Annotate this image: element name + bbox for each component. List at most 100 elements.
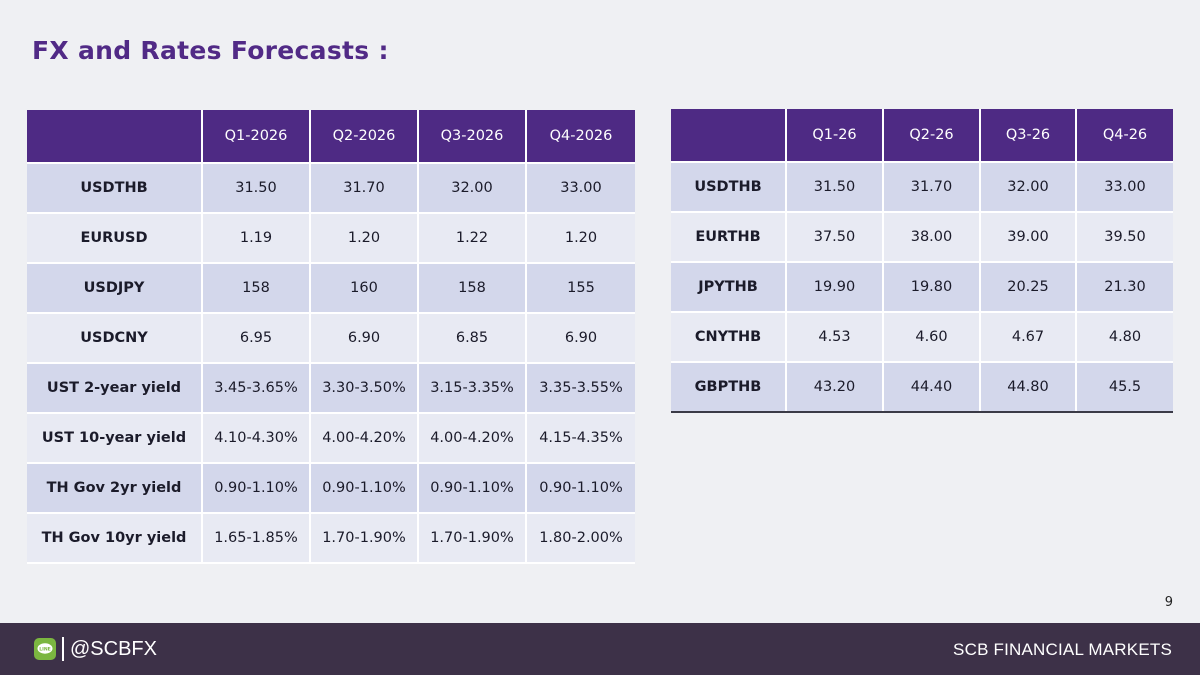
- table-cell: 4.80: [1076, 312, 1173, 363]
- column-header: Q2-26: [883, 109, 981, 163]
- table-cell: 1.19: [202, 213, 311, 264]
- table-cell: 0.90-1.10%: [526, 463, 635, 514]
- table-row: USDTHB 31.50 31.70 32.00 33.00: [27, 163, 635, 214]
- row-label: EURUSD: [27, 213, 203, 264]
- table-cell: 44.80: [980, 362, 1077, 413]
- page-number: 9: [1164, 595, 1173, 610]
- table-cell: 3.30-3.50%: [310, 362, 419, 414]
- social-handle[interactable]: LINE @SCBFX: [34, 637, 157, 661]
- table-cell: 3.45-3.65%: [202, 362, 311, 414]
- table-cell: 32.00: [980, 162, 1077, 213]
- handle-text: @SCBFX: [70, 637, 157, 660]
- column-header: Q4-26: [1076, 109, 1173, 163]
- table-cell: 45.5: [1076, 362, 1173, 413]
- row-label: UST 10-year yield: [27, 413, 203, 464]
- thb-cross-forecast-table: Q1-26 Q2-26 Q3-26 Q4-26 USDTHB 31.50 31.70 32.…: [671, 109, 1173, 413]
- table-cell: 1.20: [526, 213, 635, 264]
- table-cell: 158: [202, 263, 311, 314]
- column-header: Q4-2026: [526, 110, 635, 164]
- table-cell: 19.90: [786, 262, 884, 313]
- table-cell: 37.50: [786, 212, 884, 263]
- table-cell: 1.22: [418, 213, 527, 264]
- header-corner: [27, 110, 203, 164]
- column-header: Q1-2026: [202, 110, 311, 164]
- table-row: UST 10-year yield 4.10-4.30% 4.00-4.20% 4.0…: [27, 413, 635, 464]
- table-cell: 155: [526, 263, 635, 314]
- table-row: GBPTHB 43.20 44.40 44.80 45.5: [671, 362, 1173, 413]
- table-cell: 33.00: [1076, 162, 1173, 213]
- table-cell: 4.15-4.35%: [526, 413, 635, 464]
- table-cell: 4.00-4.20%: [310, 413, 419, 464]
- table-cell: 0.90-1.10%: [310, 463, 419, 514]
- table-cell: 4.00-4.20%: [418, 413, 527, 464]
- table-cell: 0.90-1.10%: [418, 463, 527, 514]
- table-row: TH Gov 10yr yield 1.65-1.85% 1.70-1.90% 1.7…: [27, 513, 635, 564]
- table-cell: 1.80-2.00%: [526, 513, 635, 564]
- table-cell: 31.70: [310, 163, 419, 214]
- table-cell: 39.50: [1076, 212, 1173, 263]
- table-cell: 4.10-4.30%: [202, 413, 311, 464]
- table-cell: 32.00: [418, 163, 527, 214]
- table-cell: 21.30: [1076, 262, 1173, 313]
- page-title: FX and Rates Forecasts :: [32, 36, 389, 65]
- table-row: UST 2-year yield 3.45-3.65% 3.30-3.50% 3.15…: [27, 362, 635, 414]
- column-header: Q3-26: [980, 109, 1077, 163]
- row-label: USDTHB: [27, 163, 203, 214]
- table-cell: 31.50: [786, 162, 884, 213]
- row-label: USDTHB: [671, 162, 787, 213]
- row-label: TH Gov 10yr yield: [27, 513, 203, 564]
- table-cell: 6.90: [310, 313, 419, 364]
- table-cell: 6.85: [418, 313, 527, 364]
- row-label: CNYTHB: [671, 312, 787, 363]
- table-cell: 1.65-1.85%: [202, 513, 311, 564]
- table-row: USDTHB 31.50 31.70 32.00 33.00: [671, 162, 1173, 213]
- table-row: JPYTHB 19.90 19.80 20.25 21.30: [671, 262, 1173, 313]
- divider: [62, 637, 64, 661]
- table-cell: 4.67: [980, 312, 1077, 363]
- table-cell: 33.00: [526, 163, 635, 214]
- table-cell: 1.70-1.90%: [418, 513, 527, 564]
- row-label: UST 2-year yield: [27, 362, 203, 414]
- line-icon-text: LINE: [39, 646, 51, 652]
- table-cell: 20.25: [980, 262, 1077, 313]
- table-header-row: Q1-2026 Q2-2026 Q3-2026 Q4-2026: [27, 110, 635, 164]
- table-cell: 19.80: [883, 262, 981, 313]
- table-cell: 4.60: [883, 312, 981, 363]
- table-cell: 39.00: [980, 212, 1077, 263]
- table-cell: 6.95: [202, 313, 311, 364]
- table-header-row: Q1-26 Q2-26 Q3-26 Q4-26: [671, 109, 1173, 163]
- footer-bar: LINE @SCBFX SCB FINANCIAL MARKETS: [0, 623, 1200, 675]
- row-label: USDCNY: [27, 313, 203, 364]
- table-row: USDJPY 158 160 158 155: [27, 263, 635, 314]
- column-header: Q1-26: [786, 109, 884, 163]
- table-row: EURUSD 1.19 1.20 1.22 1.20: [27, 213, 635, 264]
- table-cell: 44.40: [883, 362, 981, 413]
- table-row: EURTHB 37.50 38.00 39.00 39.50: [671, 212, 1173, 263]
- row-label: GBPTHB: [671, 362, 787, 413]
- table-cell: 31.50: [202, 163, 311, 214]
- table-cell: 160: [310, 263, 419, 314]
- table-cell: 31.70: [883, 162, 981, 213]
- table-cell: 1.70-1.90%: [310, 513, 419, 564]
- table-cell: 6.90: [526, 313, 635, 364]
- table-cell: 158: [418, 263, 527, 314]
- table-cell: 3.15-3.35%: [418, 362, 527, 414]
- row-label: JPYTHB: [671, 262, 787, 313]
- brand-name: SCB FINANCIAL MARKETS: [953, 640, 1172, 659]
- column-header: Q3-2026: [418, 110, 527, 164]
- table-row: USDCNY 6.95 6.90 6.85 6.90: [27, 313, 635, 364]
- table-cell: 38.00: [883, 212, 981, 263]
- row-label: EURTHB: [671, 212, 787, 263]
- line-app-icon: LINE: [34, 638, 56, 660]
- header-corner: [671, 109, 787, 163]
- table-row: TH Gov 2yr yield 0.90-1.10% 0.90-1.10% 0.90…: [27, 463, 635, 514]
- row-label: USDJPY: [27, 263, 203, 314]
- table-cell: 1.20: [310, 213, 419, 264]
- table-row: CNYTHB 4.53 4.60 4.67 4.80: [671, 312, 1173, 363]
- fx-rates-forecast-table: Q1-2026 Q2-2026 Q3-2026 Q4-2026 USDTHB 31.50…: [27, 110, 635, 564]
- table-cell: 4.53: [786, 312, 884, 363]
- column-header: Q2-2026: [310, 110, 419, 164]
- row-label: TH Gov 2yr yield: [27, 463, 203, 514]
- table-cell: 0.90-1.10%: [202, 463, 311, 514]
- table-cell: 3.35-3.55%: [526, 362, 635, 414]
